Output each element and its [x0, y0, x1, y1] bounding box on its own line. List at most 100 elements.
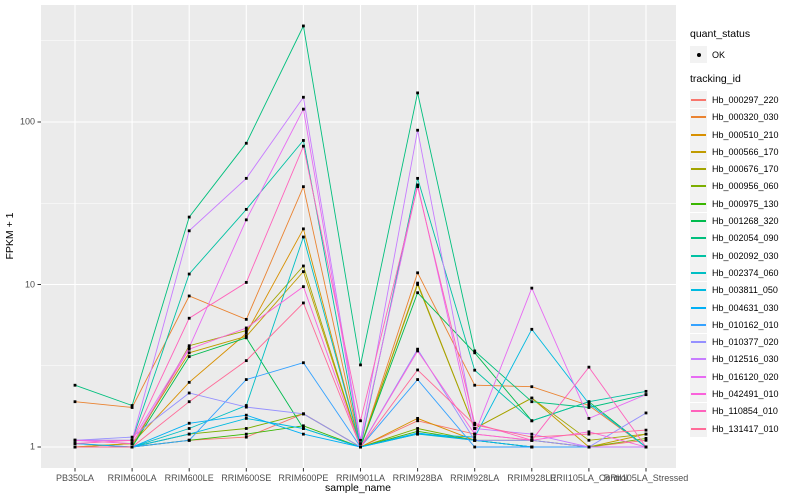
legend-key-box [690, 143, 707, 161]
data-point [416, 416, 419, 420]
legend-item: Hb_002054_090 [690, 229, 798, 247]
legend-item: Hb_003811_050 [690, 281, 798, 299]
legend-key-line-icon [691, 271, 706, 274]
data-point [302, 95, 305, 99]
data-point [302, 264, 305, 268]
data-point [73, 438, 77, 442]
legend-key-box [690, 350, 707, 368]
data-point [130, 438, 134, 442]
legend-key-box [690, 264, 707, 282]
data-point [244, 326, 248, 330]
legend-item-label: Hb_000297_220 [712, 94, 779, 105]
data-point [530, 385, 534, 389]
y-tick-label: 10 [24, 279, 35, 289]
legend: quant_status OK tracking_id Hb_000297_22… [690, 28, 798, 438]
legend-item: Hb_012516_030 [690, 350, 798, 368]
data-point [587, 400, 591, 404]
x-tick-label: RRIM600LA [107, 473, 157, 483]
data-point [244, 404, 248, 407]
data-point [130, 442, 134, 445]
data-point [416, 91, 419, 95]
x-tick-label: RRIM928BA [392, 473, 443, 483]
legend-item-label: Hb_110854_010 [712, 406, 778, 417]
data-point [187, 351, 191, 355]
legend-key-box [690, 402, 707, 420]
x-tick-label: RRIM600SE [221, 473, 272, 483]
data-point [187, 421, 191, 425]
legend-key-box [690, 420, 707, 438]
data-point [644, 428, 648, 432]
legend-item: Hb_131417_010 [690, 420, 798, 438]
data-point [187, 355, 191, 359]
legend-key-box [690, 195, 707, 213]
data-point [644, 411, 648, 415]
legend-key-box [690, 160, 707, 178]
legend-key-box [690, 177, 707, 195]
data-point [302, 227, 305, 231]
data-point [416, 271, 419, 275]
data-point [473, 421, 477, 425]
data-point [244, 207, 248, 211]
legend-item-quant-ok: OK [690, 46, 798, 64]
legend-title-quant-status: quant_status [690, 28, 751, 40]
legend-key-line-icon [691, 341, 706, 344]
legend-item-label: Hb_016120_020 [712, 371, 779, 382]
data-point [473, 438, 477, 442]
data-point [587, 365, 591, 369]
data-point [473, 351, 477, 355]
legend-key-line-icon [691, 410, 706, 413]
legend-item-label: Hb_000566_170 [712, 146, 779, 157]
legend-item-label: Hb_001268_320 [712, 216, 779, 227]
legend-item: Hb_010377_020 [690, 333, 798, 351]
legend-item: Hb_042491_010 [690, 385, 798, 403]
data-point [530, 286, 534, 290]
legend-key-box [690, 212, 707, 230]
data-point [244, 405, 248, 409]
legend-key-line-icon [691, 98, 706, 101]
data-point [73, 383, 77, 387]
data-point [302, 361, 305, 365]
data-point [130, 435, 134, 439]
data-point [302, 24, 305, 28]
data-point [416, 429, 419, 433]
data-point [187, 427, 191, 430]
point-symbol-icon [696, 52, 701, 57]
legend-key-line-icon [691, 150, 706, 153]
legend-key-box [690, 333, 707, 351]
legend-key-box [690, 281, 707, 299]
y-tick-label: 100 [19, 116, 35, 127]
legend-key-box [690, 108, 707, 126]
data-point [244, 413, 248, 417]
data-point [302, 139, 305, 142]
legend-item: Hb_000676_170 [690, 160, 798, 178]
data-point [473, 383, 477, 387]
legend-key-box [690, 299, 707, 316]
data-point [644, 436, 648, 440]
data-point [644, 445, 648, 449]
legend-item-label: Hb_002374_060 [712, 267, 779, 278]
data-point [187, 229, 191, 233]
legend-item: Hb_002374_060 [690, 264, 798, 282]
data-point [244, 317, 248, 321]
data-point [244, 432, 248, 436]
legend-key-line-icon [691, 133, 706, 136]
data-point [187, 272, 191, 276]
data-point [530, 435, 534, 439]
data-point [187, 346, 191, 349]
data-point [473, 445, 477, 449]
data-point [473, 349, 477, 353]
legend-key-line-icon [691, 427, 706, 430]
legend-item: Hb_000956_060 [690, 177, 798, 195]
data-point [644, 389, 648, 393]
data-point [416, 185, 419, 189]
data-point [187, 391, 191, 395]
data-point [530, 445, 534, 449]
legend-item: Hb_016120_020 [690, 368, 798, 386]
data-point [244, 329, 248, 333]
legend-key-box [690, 126, 707, 144]
legend-key-line-icon [691, 375, 706, 378]
legend-key-box [690, 316, 707, 334]
data-point [644, 393, 648, 397]
legend-item: Hb_000566_170 [690, 143, 798, 161]
